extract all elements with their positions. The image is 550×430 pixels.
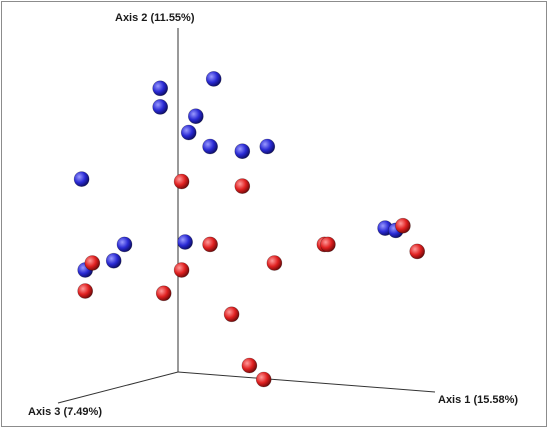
data-point-series-0-4 xyxy=(180,124,197,141)
data-point-series-1-0 xyxy=(173,173,190,190)
data-point-series-1-14 xyxy=(255,371,272,388)
data-point-series-0-2 xyxy=(205,71,222,87)
data-point-series-0-3 xyxy=(188,108,204,124)
data-point-series-1-9 xyxy=(395,217,411,234)
axis-1-label: Axis 1 (15.58%) xyxy=(438,394,518,406)
data-point-series-1-12 xyxy=(223,306,240,323)
data-point-series-0-10 xyxy=(105,252,122,269)
data-point-series-1-10 xyxy=(409,243,426,260)
data-point-series-0-0 xyxy=(152,80,168,97)
data-point-series-0-7 xyxy=(259,138,276,155)
axis-1-line xyxy=(177,371,436,393)
data-point-series-0-9 xyxy=(116,236,133,253)
axis-3-label: Axis 3 (7.49%) xyxy=(28,406,102,418)
data-point-series-0-5 xyxy=(202,138,218,155)
data-point-series-0-1 xyxy=(152,99,168,115)
axis-3-line xyxy=(57,371,179,404)
axis-2-label: Axis 2 (11.55%) xyxy=(115,12,195,24)
data-point-series-1-11 xyxy=(155,285,172,302)
data-point-series-0-8 xyxy=(73,171,90,187)
points-group xyxy=(73,71,426,388)
data-point-series-0-12 xyxy=(177,234,193,250)
data-point-series-1-8 xyxy=(320,236,336,253)
data-point-series-1-3 xyxy=(77,283,93,299)
data-point-series-1-6 xyxy=(266,255,283,271)
data-point-series-0-6 xyxy=(234,143,251,159)
data-point-series-1-13 xyxy=(241,357,258,374)
data-point-series-1-1 xyxy=(234,178,251,194)
data-point-series-1-4 xyxy=(173,262,190,278)
data-point-series-1-2 xyxy=(84,255,101,271)
data-point-series-1-5 xyxy=(202,236,218,253)
axes-group xyxy=(57,28,436,404)
